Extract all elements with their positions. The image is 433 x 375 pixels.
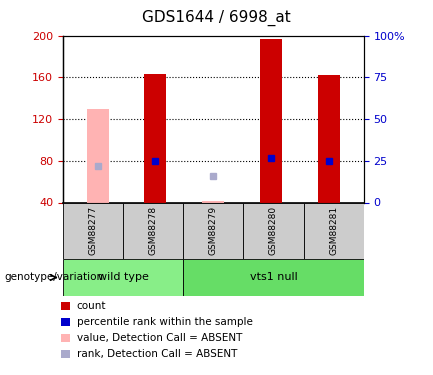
Bar bbox=[87, 109, 109, 202]
Bar bbox=[144, 74, 166, 202]
Text: GSM88278: GSM88278 bbox=[149, 206, 158, 255]
Text: genotype/variation: genotype/variation bbox=[4, 273, 103, 282]
Bar bbox=[63, 202, 123, 259]
Text: GSM88279: GSM88279 bbox=[209, 206, 218, 255]
Text: rank, Detection Call = ABSENT: rank, Detection Call = ABSENT bbox=[77, 349, 237, 359]
Bar bbox=[183, 259, 364, 296]
Text: GSM88277: GSM88277 bbox=[88, 206, 97, 255]
Bar bbox=[318, 75, 340, 202]
Bar bbox=[183, 202, 243, 259]
Bar bbox=[304, 202, 364, 259]
Text: count: count bbox=[77, 301, 106, 310]
Text: wild type: wild type bbox=[97, 273, 149, 282]
Text: GDS1644 / 6998_at: GDS1644 / 6998_at bbox=[142, 9, 291, 26]
Bar bbox=[243, 202, 304, 259]
Text: GSM88280: GSM88280 bbox=[269, 206, 278, 255]
Text: GSM88281: GSM88281 bbox=[329, 206, 338, 255]
Text: percentile rank within the sample: percentile rank within the sample bbox=[77, 317, 252, 327]
Bar bbox=[123, 202, 183, 259]
Text: value, Detection Call = ABSENT: value, Detection Call = ABSENT bbox=[77, 333, 242, 343]
Bar bbox=[202, 201, 224, 202]
Bar bbox=[260, 39, 282, 203]
Bar bbox=[63, 259, 183, 296]
Text: vts1 null: vts1 null bbox=[249, 273, 297, 282]
